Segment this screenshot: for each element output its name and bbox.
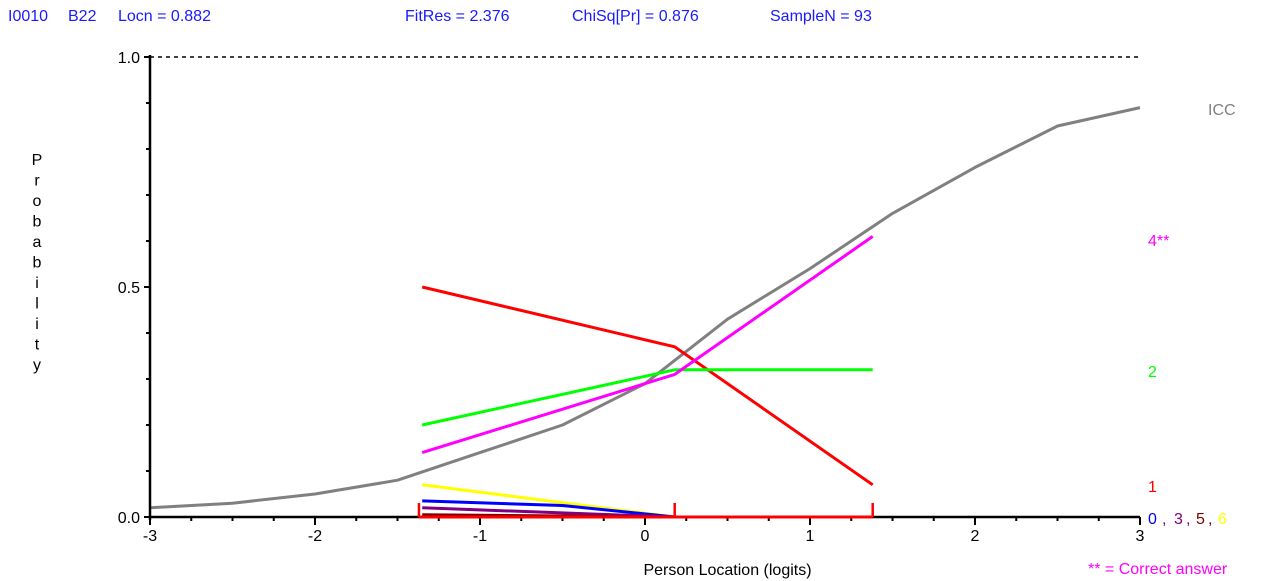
y-axis-title-letter: P	[32, 152, 43, 169]
series-line-4	[421, 235, 874, 455]
labels-layer: ICC 4** 2 1 0, 3, 5, 6 ** = Correct answer	[1088, 102, 1236, 578]
axes-layer: 0.0 0.5 1.0 -3 -2 -1 0 1 2 3 Person Location (logi…	[32, 50, 1145, 579]
x-tick-label: 1	[806, 528, 815, 545]
option-3-label: 3	[1174, 511, 1183, 528]
y-tick-label: 0.5	[118, 280, 140, 297]
series-line-2	[421, 368, 873, 427]
y-axis-title-letter: b	[33, 255, 42, 272]
x-axis-title: Person Location (logits)	[643, 562, 811, 579]
correct-answer-footnote: ** = Correct answer	[1088, 561, 1228, 578]
y-tick-label: 1.0	[118, 50, 140, 67]
series-line-1	[421, 285, 874, 487]
separator: ,	[1208, 511, 1212, 528]
y-axis-title-letter: o	[33, 193, 42, 210]
option-2-label: 2	[1148, 364, 1157, 381]
x-tick-label: 3	[1136, 528, 1145, 545]
option-1-label: 1	[1148, 479, 1157, 496]
separator: ,	[1186, 511, 1190, 528]
y-axis-title-letter: l	[35, 296, 39, 313]
x-tick-label: 2	[971, 528, 980, 545]
series-line-6	[422, 483, 873, 519]
separator: ,	[1162, 511, 1166, 528]
y-axis-title-letter: a	[33, 234, 42, 251]
series-line-0	[422, 499, 675, 519]
option-4-label: 4**	[1148, 233, 1169, 250]
header-locn: Locn = 0.882	[118, 8, 211, 25]
x-tick-label: -2	[308, 528, 322, 545]
header-fitres: FitRes = 2.376	[405, 8, 510, 25]
y-axis-title-letter: i	[35, 316, 39, 333]
series-layer	[149, 106, 1141, 519]
y-axis-title-letter: r	[34, 173, 40, 190]
y-axis-title-letter: b	[33, 214, 42, 231]
option-0-label: 0	[1148, 511, 1157, 528]
icc-label: ICC	[1208, 102, 1236, 119]
x-tick-label: 0	[641, 528, 650, 545]
option-6-label: 6	[1218, 511, 1227, 528]
y-axis-title-letter: y	[33, 357, 41, 374]
x-tick-label: -1	[473, 528, 487, 545]
y-axis-title-letter: i	[35, 275, 39, 292]
series-line-icc	[149, 106, 1141, 510]
header-chisq: ChiSq[Pr] = 0.876	[572, 8, 699, 25]
option-5-label: 5	[1196, 511, 1205, 528]
y-tick-label: 0.0	[118, 510, 140, 527]
header-item-code: B22	[68, 8, 97, 25]
x-tick-label: -3	[143, 528, 157, 545]
header-samplen: SampleN = 93	[770, 8, 872, 25]
header-item-id: I0010	[8, 8, 49, 25]
y-axis-title-letter: t	[35, 337, 40, 354]
